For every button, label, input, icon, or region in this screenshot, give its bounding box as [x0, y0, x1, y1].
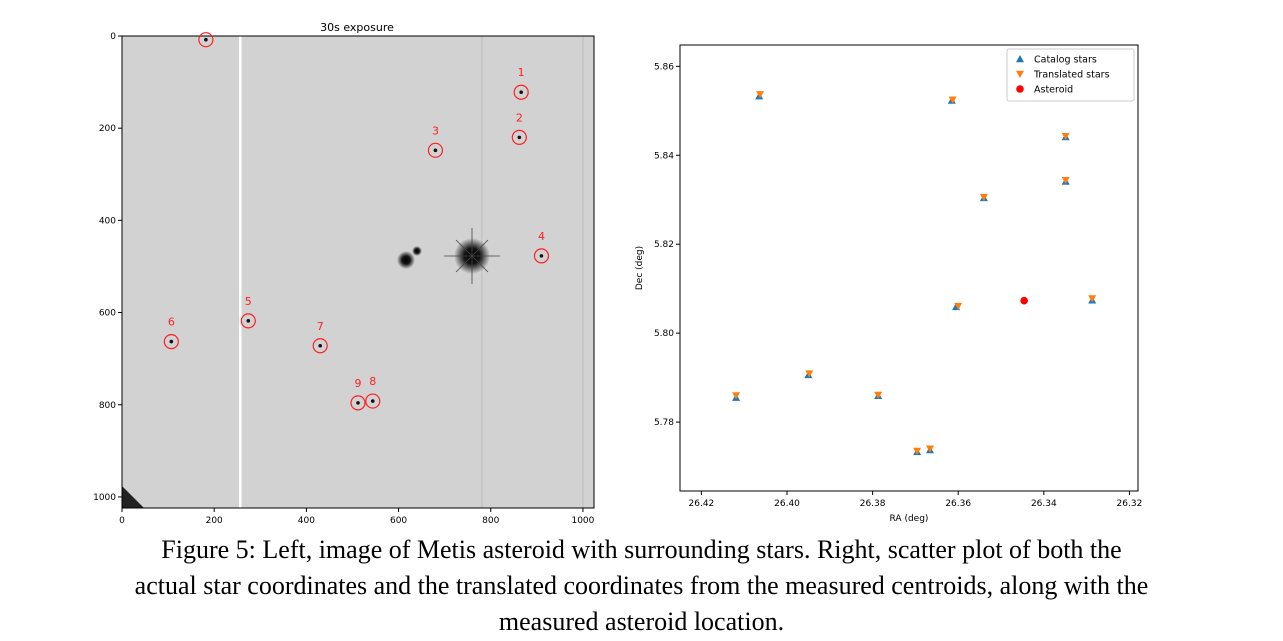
caption-line-3: measured asteroid location. [498, 607, 785, 636]
x-tick-label: 800 [482, 516, 499, 526]
star-marker-circle [198, 32, 214, 48]
star-label: 2 [516, 111, 523, 124]
translated-stars-point [756, 91, 765, 99]
x-tick-label: 26.40 [774, 499, 800, 509]
x-tick-label: 200 [206, 516, 223, 526]
image-corner-artifact [122, 486, 144, 508]
scatter-axes: 26.42 26.40 26.38 26.36 26.34 26.32 5.78 5.80 5.… [635, 44, 1143, 524]
star [539, 254, 544, 258]
figure-caption: Figure 5: Left, image of Metis asteroid … [0, 532, 1283, 640]
image-title: 30s exposure [320, 21, 394, 34]
y-tick-label: 600 [99, 309, 116, 319]
translated-stars-point [805, 370, 814, 378]
caption-line-2: actual star coordinates and the translat… [134, 571, 1149, 600]
star-label: 5 [245, 295, 252, 308]
bright-star [412, 246, 422, 256]
scatter-legend: Catalog stars Translated stars Asteroid [1006, 48, 1135, 102]
caption-line-1: Figure 5: Left, image of Metis asteroid … [161, 535, 1122, 564]
translated-stars-point [925, 445, 934, 453]
star-marker-circle [533, 248, 550, 264]
star [519, 90, 523, 95]
translated-stars-point [1061, 132, 1070, 141]
legend-marker-asteroid [1016, 85, 1024, 93]
x-tick-label: 26.32 [1117, 499, 1143, 509]
star-marker-circle [427, 142, 444, 158]
y-tick-label: 1000 [93, 493, 116, 503]
image-frame [121, 35, 595, 509]
translated-stars-point [948, 96, 957, 104]
star-marker-circle [240, 313, 256, 329]
star-label: 1 [518, 66, 525, 79]
star-label: 8 [369, 375, 376, 388]
y-tick-label: 5.84 [654, 151, 674, 161]
y-tick-label: 5.78 [654, 418, 674, 428]
legend-label-translated-stars: Translated stars [1033, 70, 1110, 81]
y-tick-label: 0 [110, 32, 116, 42]
legend-marker-catalog-stars [1016, 55, 1024, 63]
star-marker-circle [163, 334, 179, 350]
star-marker-circle [350, 395, 366, 411]
translated-stars-point [1061, 176, 1070, 185]
star [433, 148, 438, 153]
translated-stars-point [732, 392, 741, 400]
y-tick-label: 5.80 [654, 329, 674, 339]
star-marker-circle [511, 129, 527, 146]
x-tick-label: 600 [390, 516, 407, 526]
y-tick-label: 5.82 [654, 240, 674, 250]
star-marker-circle [513, 84, 529, 100]
star [356, 401, 360, 405]
legend-marker-translated-stars [1016, 70, 1024, 78]
star-label: 7 [317, 320, 324, 333]
image-annotations: 1 2 3 4 5 6 7 89 [163, 32, 550, 411]
image-background [122, 36, 594, 508]
star [169, 339, 174, 344]
star [517, 135, 522, 140]
legend-label-asteroid: Asteroid [1034, 85, 1073, 96]
y-tick-label: 400 [99, 216, 116, 226]
translated-stars-point [954, 302, 963, 311]
star-label: 9 [355, 377, 362, 390]
translated-stars-point [1088, 295, 1097, 303]
y-tick-label: 5.86 [654, 62, 674, 72]
scatter-plot: 26.42 26.40 26.38 26.36 26.34 26.32 5.78 5.80 5.… [635, 44, 1143, 524]
x-tick-label: 0 [119, 516, 125, 526]
x-tick-label: 26.36 [945, 499, 971, 509]
x-tick-label: 26.38 [860, 499, 886, 509]
star [204, 37, 208, 42]
image-axes: 0 200 400 600 800 1000 0 200 400 600 800 1000 [93, 32, 595, 526]
translated-stars-point [913, 447, 922, 455]
bright-star [397, 251, 415, 269]
x-tick-label: 26.34 [1031, 499, 1057, 509]
translated-stars-point [979, 193, 988, 202]
star [246, 319, 251, 323]
legend-label-catalog-stars: Catalog stars [1034, 55, 1097, 66]
asteroid-point [1020, 296, 1028, 305]
y-axis-label: Dec (deg) [635, 246, 645, 290]
metis-exposure-image: 30s exposure 0 200 400 600 800 1000 0 200 400 600… [93, 21, 595, 526]
star-label: 3 [432, 124, 439, 137]
bright-star-spike [455, 239, 489, 273]
y-tick-label: 200 [99, 124, 116, 134]
x-tick-label: 26.42 [689, 499, 715, 509]
scatter-points [732, 91, 1097, 456]
image-field [122, 36, 594, 508]
y-tick-label: 800 [99, 401, 116, 411]
star-marker-circle [312, 338, 328, 354]
star-label: 4 [538, 230, 545, 243]
star [370, 399, 375, 403]
star-label: 6 [168, 316, 175, 329]
star-marker-circle [365, 393, 381, 409]
translated-stars-point [874, 391, 883, 399]
x-tick-label: 400 [298, 516, 315, 526]
star [318, 343, 323, 348]
x-axis-label: RA (deg) [890, 514, 929, 524]
plot-frame [679, 44, 1139, 492]
x-tick-label: 1000 [571, 516, 594, 526]
legend-box [1006, 48, 1135, 102]
image-column-artifact [239, 36, 242, 508]
